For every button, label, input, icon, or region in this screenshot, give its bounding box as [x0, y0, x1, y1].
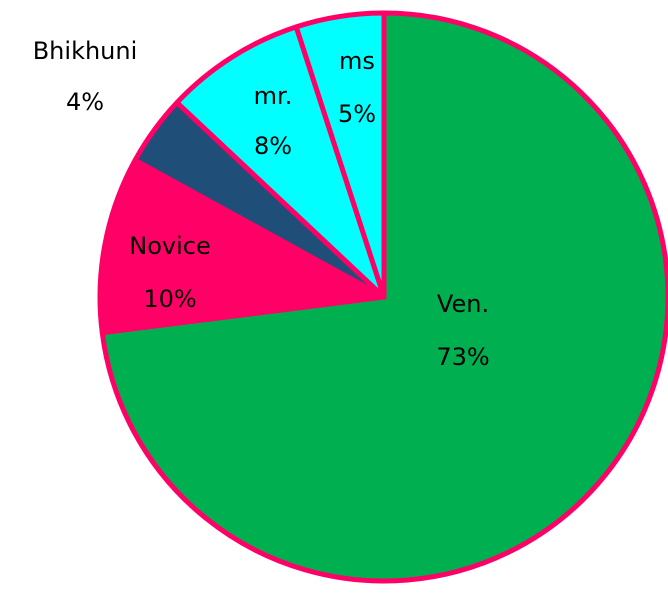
- pie-slice: [174, 24, 387, 300]
- pie-slice: [97, 157, 387, 336]
- slice-value-label: 4%: [66, 88, 104, 116]
- slice-label: mr.: [254, 82, 293, 110]
- slice-value-label: 10%: [143, 285, 196, 313]
- slice-value-label: 8%: [254, 132, 292, 160]
- slice-label: Bhikhuni: [33, 37, 138, 65]
- slice-value-label: 73%: [436, 343, 489, 371]
- slice-label: Ven.: [437, 290, 489, 318]
- slice-value-label: 5%: [338, 100, 376, 128]
- pie-slice: [293, 10, 387, 300]
- slice-label: Novice: [129, 232, 210, 260]
- slice-label: ms: [339, 47, 375, 75]
